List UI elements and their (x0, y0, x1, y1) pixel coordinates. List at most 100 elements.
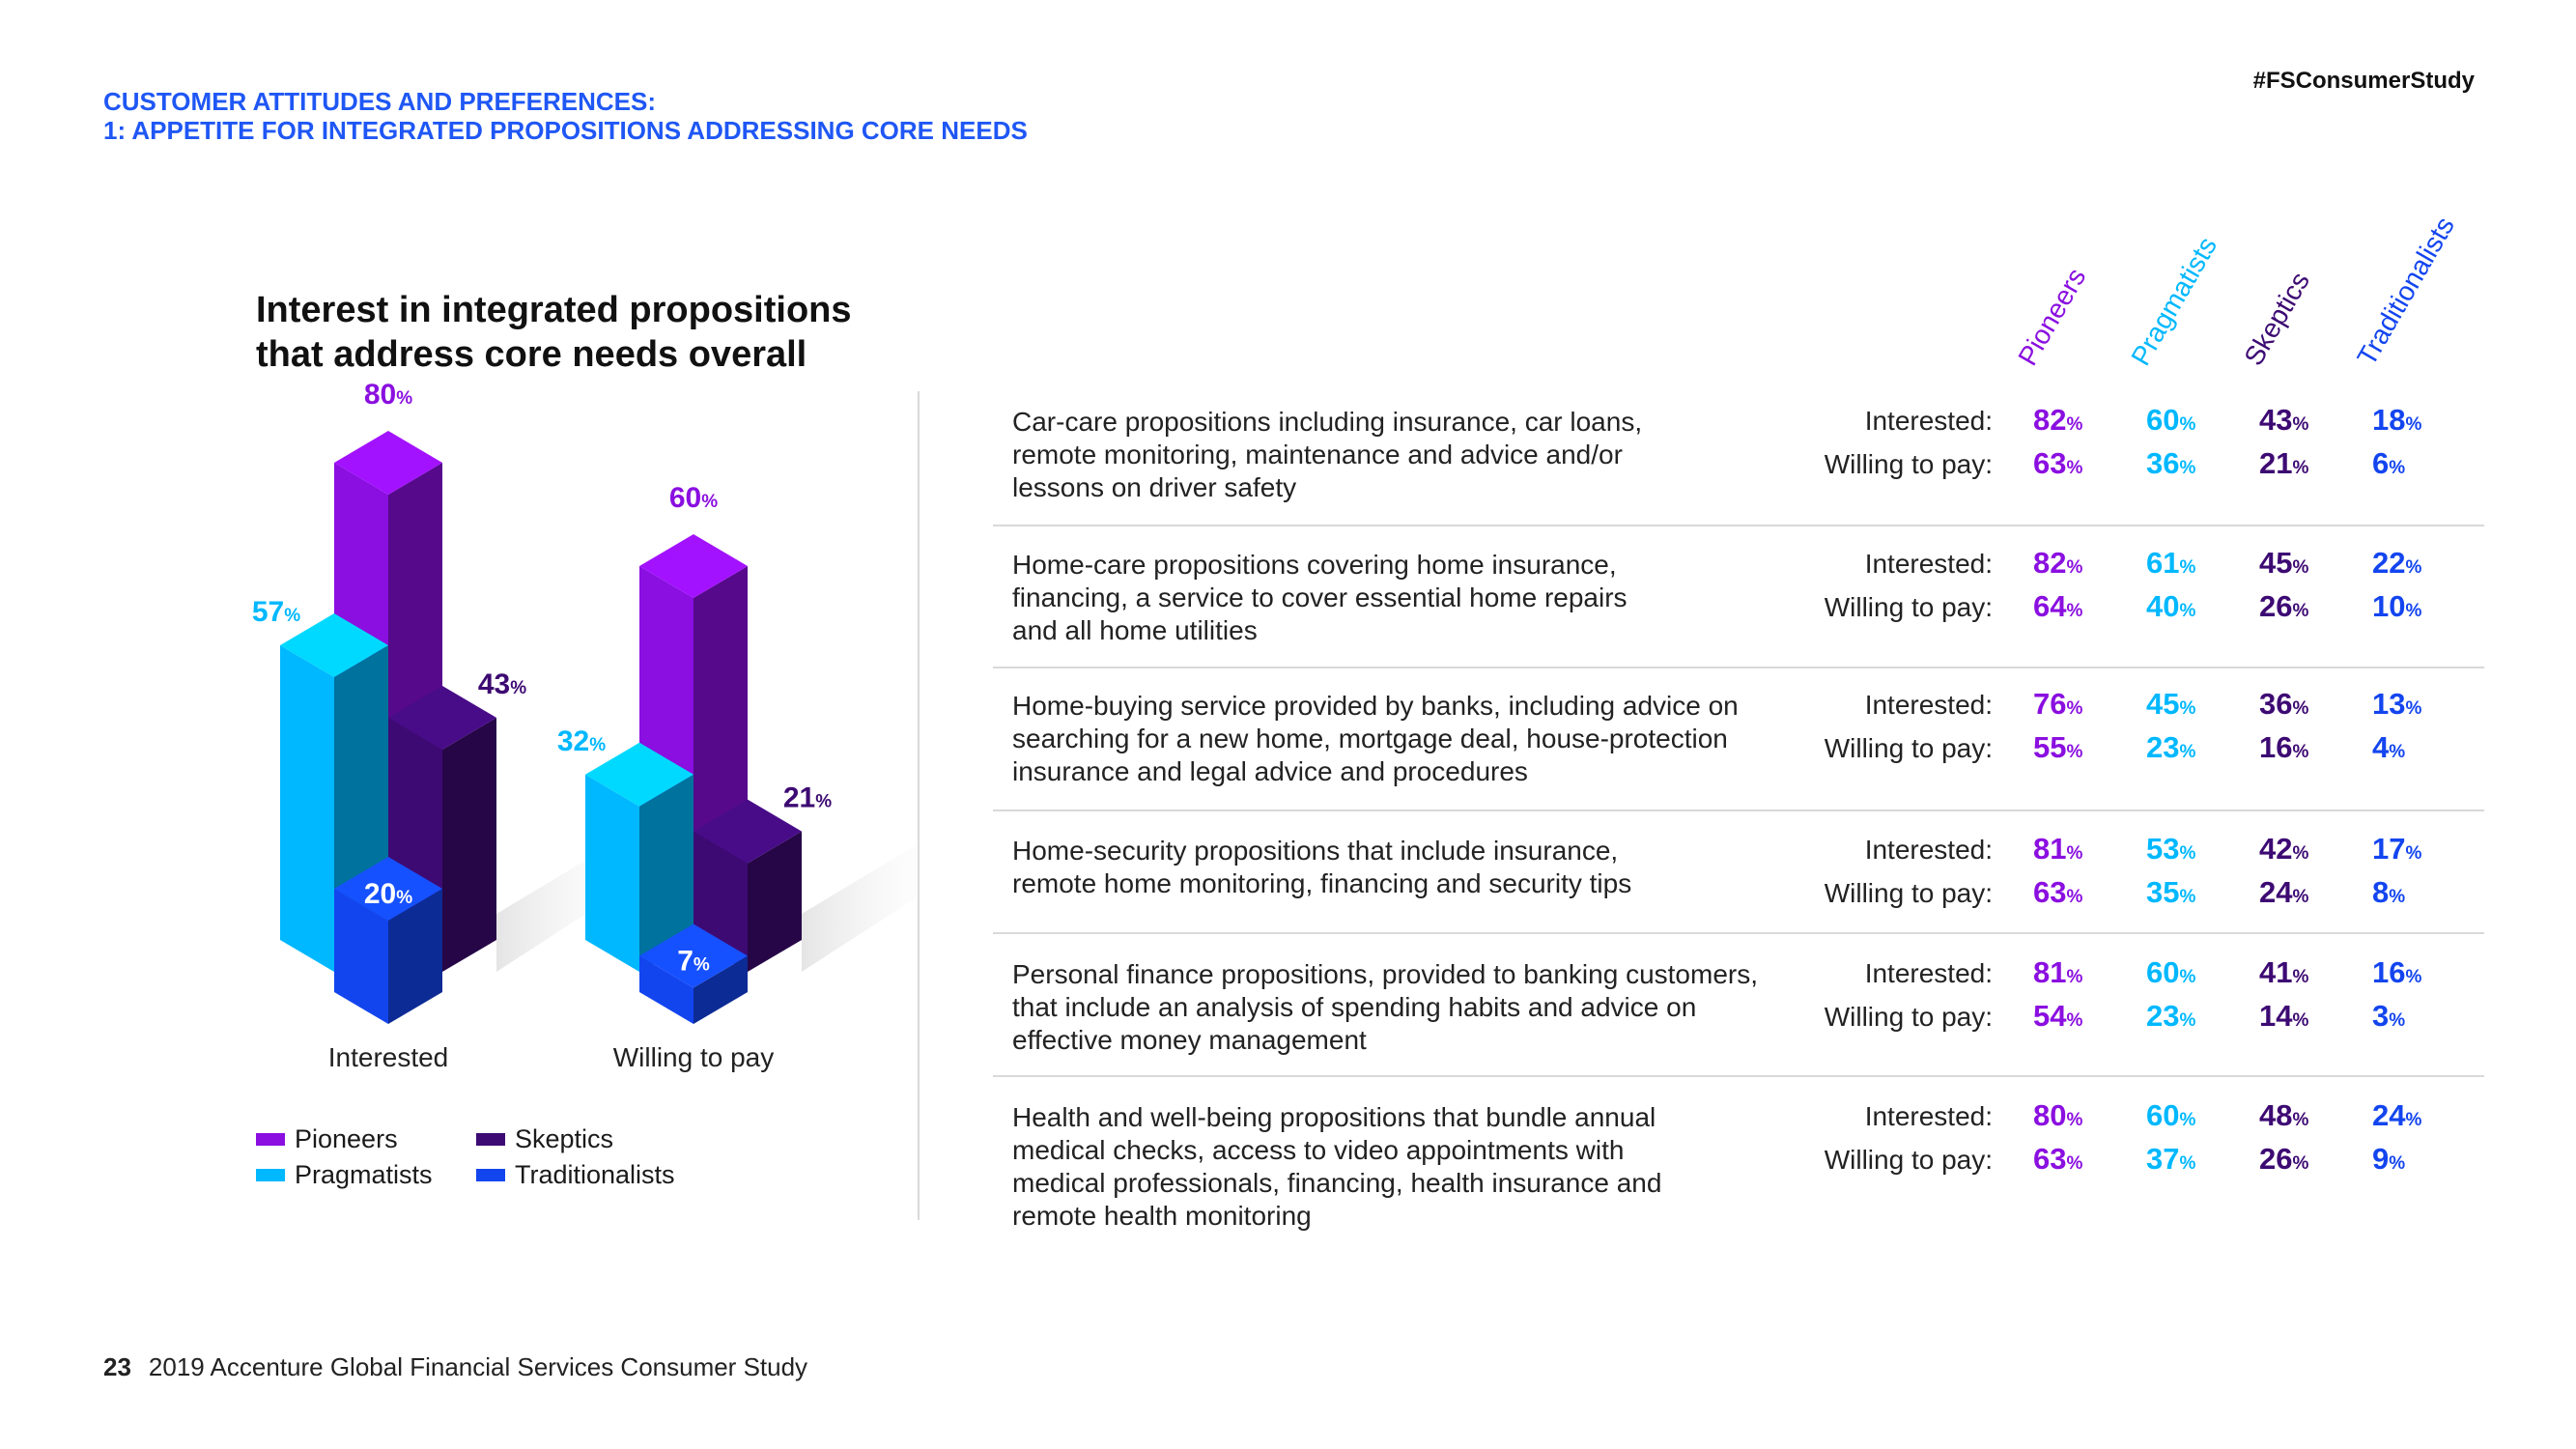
section-header-line1: CUSTOMER ATTITUDES AND PREFERENCES: (103, 87, 657, 116)
value-interested-pragmatists: 60% (2146, 403, 2196, 437)
row-divider (993, 932, 2484, 934)
chart-title-line2: that address core needs overall (256, 334, 807, 375)
interested-label: Interested: (1864, 1101, 1993, 1131)
proposition-line: medical professionals, financing, health… (1012, 1168, 1662, 1198)
interested-label: Interested: (1864, 958, 1993, 988)
bar-traditionalists-0 (334, 857, 442, 1024)
proposition-line: Home-care propositions covering home ins… (1012, 550, 1617, 580)
section-header-line2: 1: APPETITE FOR INTEGRATED PROPOSITIONS … (103, 116, 1028, 145)
bar-skeptics-1 (694, 799, 802, 972)
value-willing-pioneers: 63% (2033, 446, 2083, 480)
value-willing-traditionalists: 8% (2372, 875, 2406, 909)
column-header-skeptics: Skeptics (2238, 267, 2316, 371)
bar-chart: 80% 57% 43% 20% Interested 60% 32% 21% 7% Willing… (252, 379, 918, 1072)
row-divider (993, 525, 2484, 526)
row-divider (993, 1075, 2484, 1077)
proposition-line: insurance and legal advice and procedure… (1012, 756, 1528, 786)
legend-swatch-traditionalists (476, 1169, 505, 1181)
value-interested-pioneers: 81% (2033, 955, 2083, 989)
value-interested-traditionalists: 17% (2372, 832, 2422, 866)
value-interested-skeptics: 36% (2259, 687, 2309, 721)
legend-label-skeptics: Skeptics (515, 1124, 614, 1153)
value-willing-pioneers: 64% (2033, 589, 2083, 623)
value-interested-pragmatists: 60% (2146, 1098, 2196, 1132)
data-label-skeptics-0: 43% (478, 668, 526, 700)
value-willing-pragmatists: 40% (2146, 589, 2196, 623)
willing-to-pay-label: Willing to pay: (1824, 592, 1993, 622)
value-interested-traditionalists: 16% (2372, 955, 2422, 989)
floor-shadow (802, 844, 918, 972)
value-willing-traditionalists: 3% (2372, 999, 2406, 1033)
bar-pragmatists-1 (585, 742, 694, 972)
category-label-0: Interested (328, 1042, 449, 1072)
proposition-text: Health and well-being propositions that … (1012, 1101, 1804, 1233)
value-interested-traditionalists: 18% (2372, 403, 2422, 437)
value-willing-pioneers: 55% (2033, 730, 2083, 764)
value-willing-traditionalists: 10% (2372, 589, 2422, 623)
value-interested-skeptics: 48% (2259, 1098, 2309, 1132)
value-willing-skeptics: 26% (2259, 589, 2309, 623)
value-interested-traditionalists: 24% (2372, 1098, 2422, 1132)
row-divider (993, 810, 2484, 811)
value-interested-pragmatists: 60% (2146, 955, 2196, 989)
value-interested-skeptics: 42% (2259, 832, 2309, 866)
interested-label: Interested: (1864, 690, 1993, 720)
data-label-traditionalists-0: 20% (364, 878, 412, 910)
legend-label-traditionalists: Traditionalists (515, 1160, 675, 1189)
legend-item-skeptics: Skeptics (476, 1124, 613, 1154)
proposition-line: Health and well-being propositions that … (1012, 1102, 1656, 1132)
legend-swatch-skeptics (476, 1133, 505, 1146)
proposition-line: medical checks, access to video appointm… (1012, 1135, 1625, 1165)
interested-label: Interested: (1864, 835, 1993, 865)
legend-label-pioneers: Pioneers (295, 1124, 398, 1153)
willing-to-pay-label: Willing to pay: (1824, 449, 1993, 479)
page-number: 23 (103, 1352, 131, 1381)
column-header-pioneers: Pioneers (2012, 263, 2092, 371)
proposition-line: remote health monitoring (1012, 1201, 1312, 1231)
value-willing-pragmatists: 36% (2146, 446, 2196, 480)
value-interested-pioneers: 82% (2033, 546, 2083, 580)
data-label-pioneers-1: 60% (669, 482, 718, 514)
value-interested-traditionalists: 22% (2372, 546, 2422, 580)
legend-item-pioneers: Pioneers (256, 1124, 398, 1154)
value-willing-skeptics: 24% (2259, 875, 2309, 909)
chart-title-line1: Interest in integrated propositions (256, 290, 852, 330)
legend-swatch-pioneers (256, 1133, 285, 1146)
legend-item-traditionalists: Traditionalists (476, 1160, 675, 1190)
value-willing-pragmatists: 23% (2146, 730, 2196, 764)
legend-item-pragmatists: Pragmatists (256, 1160, 433, 1190)
value-interested-pragmatists: 53% (2146, 832, 2196, 866)
proposition-line: financing, a service to cover essential … (1012, 582, 1628, 612)
proposition-text: Personal finance propositions, provided … (1012, 958, 1804, 1057)
value-interested-pioneers: 80% (2033, 1098, 2083, 1132)
value-willing-skeptics: 14% (2259, 999, 2309, 1033)
willing-to-pay-label: Willing to pay: (1824, 1145, 1993, 1175)
value-interested-skeptics: 45% (2259, 546, 2309, 580)
proposition-line: Personal finance propositions, provided … (1012, 959, 1758, 989)
proposition-text: Home-security propositions that include … (1012, 835, 1804, 900)
willing-to-pay-label: Willing to pay: (1824, 733, 1993, 763)
vertical-divider (918, 391, 920, 1220)
value-willing-traditionalists: 4% (2372, 730, 2406, 764)
value-interested-skeptics: 43% (2259, 403, 2309, 437)
value-interested-pragmatists: 61% (2146, 546, 2196, 580)
value-interested-traditionalists: 13% (2372, 687, 2422, 721)
footer-text: 2019 Accenture Global Financial Services… (148, 1352, 808, 1381)
proposition-line: and all home utilities (1012, 615, 1258, 645)
proposition-line: Home-security propositions that include … (1012, 836, 1619, 866)
interested-label: Interested: (1864, 549, 1993, 579)
proposition-line: lessons on driver safety (1012, 472, 1297, 502)
proposition-line: Home-buying service provided by banks, i… (1012, 691, 1739, 721)
data-label-skeptics-1: 21% (783, 782, 832, 814)
value-willing-skeptics: 26% (2259, 1142, 2309, 1176)
value-willing-pioneers: 54% (2033, 999, 2083, 1033)
value-willing-pragmatists: 37% (2146, 1142, 2196, 1176)
value-willing-skeptics: 16% (2259, 730, 2309, 764)
column-header-traditionalists: Traditionalists (2351, 212, 2460, 371)
value-willing-traditionalists: 6% (2372, 446, 2406, 480)
row-divider (993, 667, 2484, 668)
value-willing-pragmatists: 35% (2146, 875, 2196, 909)
willing-to-pay-label: Willing to pay: (1824, 1002, 1993, 1032)
proposition-line: effective money management (1012, 1025, 1367, 1055)
interested-label: Interested: (1864, 406, 1993, 436)
